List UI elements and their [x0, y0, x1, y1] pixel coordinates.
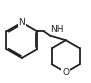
Text: NH: NH: [50, 25, 64, 34]
Text: N: N: [18, 18, 25, 27]
Text: O: O: [62, 68, 69, 77]
